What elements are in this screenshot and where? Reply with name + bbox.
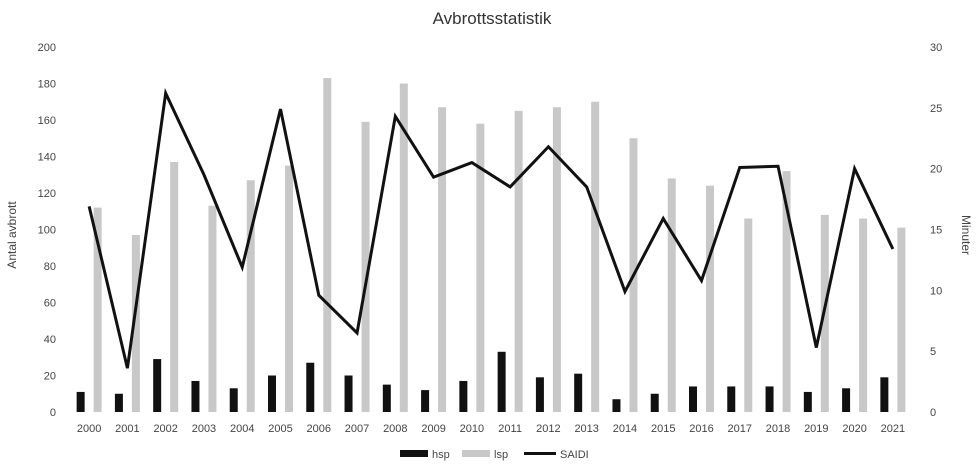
bar-lsp — [897, 228, 905, 412]
bar-lsp — [859, 219, 867, 412]
legend-label-SAIDI: SAIDI — [560, 449, 589, 461]
x-tick-label: 2006 — [307, 423, 331, 435]
x-tick-label: 2002 — [153, 423, 177, 435]
bar-hsp — [153, 359, 161, 412]
y-tick-label: 200 — [38, 42, 56, 54]
x-tick-label: 2004 — [230, 423, 254, 435]
legend: hsp lsp SAIDI — [400, 449, 589, 461]
x-tick-label: 2010 — [460, 423, 484, 435]
x-tick-label: 2011 — [498, 423, 522, 435]
y2-tick-label: 30 — [930, 42, 942, 54]
bar-lsp — [744, 219, 752, 412]
x-tick-label: 2019 — [804, 423, 828, 435]
y-tick-label: 160 — [38, 115, 56, 127]
y-tick-label: 180 — [38, 79, 56, 91]
bar-lsp — [591, 102, 599, 412]
y2-tick-label: 0 — [930, 407, 936, 419]
bar-lsp — [208, 206, 216, 412]
y-tick-label: 100 — [38, 225, 56, 237]
bar-hsp — [383, 385, 391, 412]
x-tick-label: 2021 — [881, 423, 905, 435]
bar-hsp — [459, 381, 467, 412]
y2-tick-label: 5 — [930, 346, 936, 358]
bar-lsp — [515, 111, 523, 412]
bar-hsp — [689, 386, 697, 412]
x-tick-label: 2012 — [536, 423, 560, 435]
y2-tick-label: 10 — [930, 285, 942, 297]
y-tick-label: 140 — [38, 152, 56, 164]
x-tick-label: 2015 — [651, 423, 675, 435]
x-tick-label: 2008 — [383, 423, 407, 435]
bar-hsp — [727, 386, 735, 412]
bar-lsp — [170, 162, 178, 412]
y2-axis-title: Minuter — [959, 215, 973, 255]
y-tick-label: 40 — [44, 334, 56, 346]
y2-tick-label: 25 — [930, 103, 942, 115]
x-tick-label: 2016 — [689, 423, 713, 435]
x-tick-label: 2014 — [613, 423, 637, 435]
bar-hsp — [345, 376, 353, 413]
y2-tick-label: 20 — [930, 164, 942, 176]
bar-hsp — [880, 377, 888, 412]
y2-axis-ticks: 0 5 10 15 20 25 30 — [930, 42, 942, 419]
y-tick-label: 80 — [44, 261, 56, 273]
x-tick-label: 2000 — [77, 423, 101, 435]
bar-hsp — [612, 399, 620, 412]
y-tick-label: 20 — [44, 371, 56, 383]
x-tick-label: 2013 — [574, 423, 598, 435]
bar-hsp — [268, 376, 276, 413]
bar-hsp — [230, 388, 238, 412]
x-tick-label: 2018 — [766, 423, 790, 435]
legend-label-hsp: hsp — [432, 449, 450, 461]
x-tick-label: 2007 — [345, 423, 369, 435]
bar-hsp — [498, 352, 506, 412]
y-tick-label: 0 — [50, 407, 56, 419]
bar-lsp — [438, 107, 446, 412]
bar-hsp — [77, 392, 85, 412]
bar-hsp — [115, 394, 123, 412]
bar-hsp — [574, 374, 582, 412]
bar-hsp — [766, 386, 774, 412]
x-tick-label: 2003 — [192, 423, 216, 435]
bar-hsp — [842, 388, 850, 412]
y2-tick-label: 15 — [930, 225, 942, 237]
bar-hsp — [421, 390, 429, 412]
x-tick-label: 2005 — [268, 423, 292, 435]
x-tick-label: 2009 — [421, 423, 445, 435]
y-axis-ticks: 0 20 40 60 80 100 120 140 160 180 200 — [38, 42, 56, 419]
bar-lsp — [668, 178, 676, 412]
x-axis-ticks: 2000 2001 2002 2003 2004 2005 2006 2007 2008 2009… — [77, 423, 905, 435]
bar-hsp — [306, 363, 314, 412]
x-tick-label: 2017 — [728, 423, 752, 435]
bar-hsp — [536, 377, 544, 412]
bar-lsp — [706, 186, 714, 412]
x-tick-label: 2001 — [115, 423, 139, 435]
legend-swatch-lsp — [462, 450, 490, 457]
legend-swatch-hsp — [400, 450, 428, 457]
y-tick-label: 60 — [44, 298, 56, 310]
bar-hsp — [804, 392, 812, 412]
legend-label-lsp: lsp — [494, 449, 508, 461]
y-tick-label: 120 — [38, 188, 56, 200]
bar-hsp — [651, 394, 659, 412]
bar-lsp — [285, 166, 293, 412]
bars-group — [77, 78, 906, 412]
bar-lsp — [323, 78, 331, 412]
y-axis-title: Antal avbrott — [5, 201, 19, 269]
bar-hsp — [191, 381, 199, 412]
chart-title: Avbrottsstatistik — [433, 9, 552, 28]
x-tick-label: 2020 — [842, 423, 866, 435]
